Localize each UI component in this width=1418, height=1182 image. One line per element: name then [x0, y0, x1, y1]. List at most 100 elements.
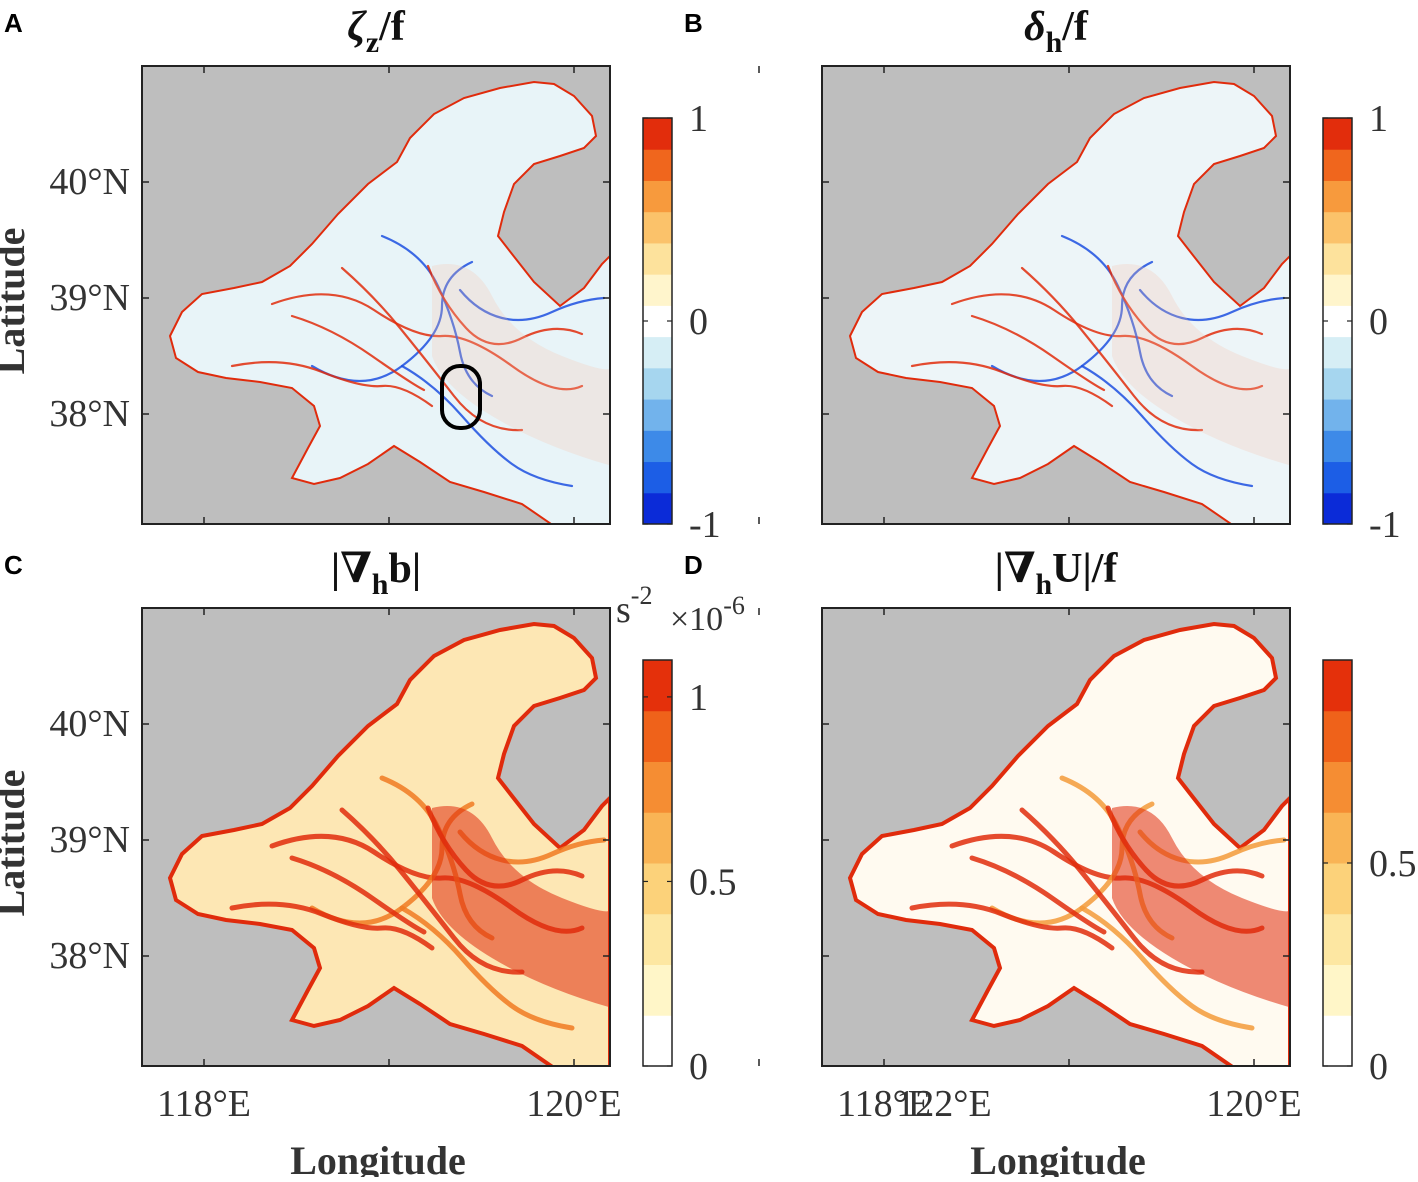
title-subscript: h	[372, 568, 389, 601]
colorbar-segment	[643, 430, 672, 463]
colorbar-tick-label: -1	[1369, 504, 1401, 546]
colorbar-segment	[643, 367, 672, 400]
panel-letter: A	[4, 8, 23, 38]
colorbar-tick-label: 0.5	[689, 861, 737, 903]
y-tick-label: 39°N	[49, 277, 130, 319]
high-gradient-region	[1112, 806, 1290, 1008]
colorbar: 1 0 -1	[1322, 98, 1401, 546]
colorbar-segment	[1323, 336, 1352, 369]
x-axis-label: Longitude	[970, 1138, 1146, 1177]
colorbar-segment	[1323, 660, 1352, 712]
title-subscript: h	[1035, 568, 1052, 601]
colorbar-segment	[643, 461, 672, 494]
colorbar-segment	[643, 242, 672, 275]
colorbar-segment	[1323, 211, 1352, 244]
colorbar-segment	[1323, 492, 1352, 525]
high-gradient-region	[1112, 264, 1290, 466]
colorbar-segment	[1323, 242, 1352, 275]
title-symbol: |∇	[331, 546, 372, 592]
x-axis-label: Longitude	[290, 1138, 466, 1177]
colorbar: 1 0 -1	[642, 98, 721, 546]
panel-A: 40°N 39°N 38°N Latitude ζz/f A 1 0 -1	[0, 4, 945, 546]
colorbar-segment	[643, 180, 672, 213]
colorbar-segment	[643, 863, 672, 915]
colorbar-tick-label: 1	[689, 98, 708, 140]
y-axis-label: Latitude	[0, 770, 33, 917]
colorbar-segment	[643, 710, 672, 762]
colorbar-segment	[1323, 964, 1352, 1016]
colorbar-tick-label: 1	[1369, 98, 1388, 140]
colorbar-segment	[643, 1015, 672, 1067]
title-subscript: h	[1046, 26, 1063, 59]
y-tick-label: 39°N	[49, 819, 130, 861]
panel-title: δh/f	[1024, 4, 1089, 59]
colorbar-segment	[1323, 913, 1352, 965]
title-rest: /f	[1061, 4, 1089, 50]
panel-letter: B	[684, 8, 703, 38]
colorbar-segment	[643, 913, 672, 965]
title-rest: U|/f	[1052, 546, 1118, 592]
colorbar-segment	[643, 211, 672, 244]
front-streaks	[230, 234, 606, 488]
colorbar-tick-label: 0	[1369, 301, 1388, 343]
colorbar-segment	[1323, 399, 1352, 431]
x-tick-label: 118°E	[157, 1083, 251, 1125]
x-tick-label: 122°E	[896, 1083, 991, 1125]
colorbar-segment	[643, 812, 672, 864]
colorbar-segment	[643, 399, 672, 431]
panel-title: ζz/f	[347, 4, 406, 59]
colorbar-segment	[1323, 812, 1352, 864]
high-gradient-region	[432, 264, 610, 466]
colorbar-segment	[1323, 367, 1352, 400]
y-tick-label: 40°N	[49, 703, 130, 745]
y-axis-label: Latitude	[0, 228, 33, 375]
high-gradient-region	[432, 806, 610, 1008]
y-tick-label: 38°N	[49, 935, 130, 977]
title-rest: b|	[388, 546, 421, 592]
colorbar-segment	[643, 660, 672, 712]
y-tick-label: 38°N	[49, 393, 130, 435]
colorbar-segment	[643, 964, 672, 1016]
panel-B: δh/f B 1 0 -1	[684, 4, 1401, 546]
title-symbol: |∇	[995, 546, 1036, 592]
colorbar: 0.50	[1322, 659, 1417, 1088]
sea-area	[168, 80, 610, 524]
y-tick-label: 40°N	[49, 161, 130, 203]
colorbar-segment	[643, 274, 672, 306]
colorbar-segment	[1323, 149, 1352, 181]
colorbar-segment	[1323, 1015, 1352, 1067]
title-subscript: z	[366, 26, 379, 59]
colorbar-tick-label: 1	[689, 677, 708, 719]
colorbar-frame	[642, 659, 673, 1067]
x-tick-label: 120°E	[526, 1083, 621, 1125]
title-symbol: δ	[1024, 4, 1046, 50]
colorbar: 1 0.5 0 s-2 ×10-6	[616, 581, 745, 1088]
colorbar-unit: s-2	[616, 581, 652, 631]
plot-frame	[141, 607, 611, 1067]
colorbar-segment	[1323, 118, 1352, 150]
front-streaks	[910, 234, 1286, 488]
panel-title: |∇hb|	[331, 546, 421, 601]
plot-frame	[141, 65, 611, 525]
colorbar-segment	[1323, 180, 1352, 213]
panel-title: |∇hU|/f	[995, 546, 1119, 601]
colorbar-segment	[1323, 430, 1352, 463]
x-tick-label: 120°E	[1206, 1083, 1301, 1125]
panel-letter: C	[4, 550, 23, 580]
colorbar-tick-label: 0	[1369, 1046, 1388, 1088]
highlight-ellipse	[440, 364, 482, 430]
colorbar-tick-label: 0	[689, 1046, 708, 1088]
colorbar-tick-label: 0.5	[1369, 843, 1417, 885]
plot-frame	[821, 607, 1291, 1067]
colorbar-segment	[1323, 761, 1352, 813]
sea-area	[848, 80, 1290, 524]
colorbar-tick-label: -1	[689, 504, 721, 546]
colorbar-segment	[1323, 274, 1352, 306]
colorbar-segment	[1323, 863, 1352, 915]
x-tick-label: 118°E	[837, 1083, 931, 1125]
plot-frame	[821, 65, 1291, 525]
colorbar-tick-label: 0	[689, 301, 708, 343]
title-rest: /f	[378, 4, 406, 50]
